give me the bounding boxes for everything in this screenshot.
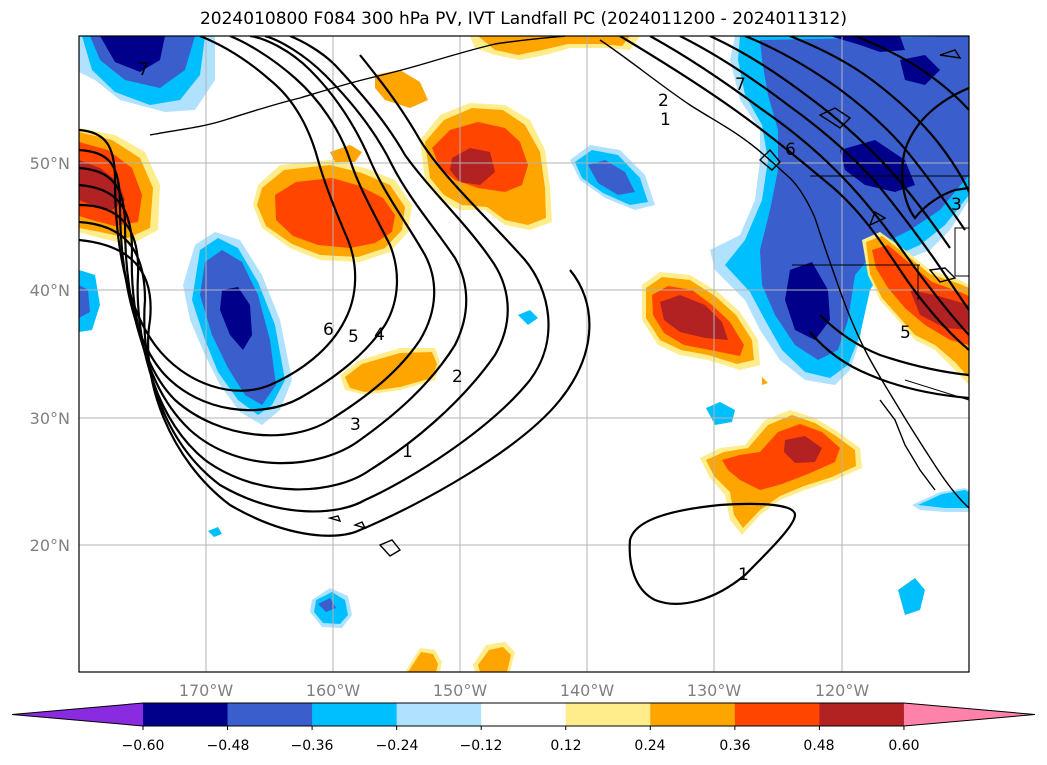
colorbar-tick-label: 0.60 (888, 738, 919, 754)
colorbar-segment (143, 703, 229, 726)
colorbar-tick-label: 0.48 (803, 738, 834, 754)
lon-label: 130°W (687, 681, 742, 700)
contour-label: 5 (900, 323, 911, 343)
coastlines (149, 36, 969, 557)
colorbar-segment (650, 703, 736, 726)
gridlines (79, 36, 969, 672)
colorbar-tick-label: 0.12 (550, 738, 581, 754)
colorbar-segment (565, 703, 651, 726)
contour-label: 4 (374, 325, 385, 345)
colorbar-segment (481, 703, 567, 726)
colorbar-tick-label: −0.60 (122, 738, 165, 754)
contour-label: 1 (738, 565, 749, 585)
colorbar-segment (312, 703, 398, 726)
colorbar-segment (819, 703, 905, 726)
contour-label: 6 (323, 320, 334, 340)
lat-label: 20°N (30, 536, 70, 555)
contour-label: 2 (658, 91, 669, 111)
colorbar-tick-label: −0.24 (376, 738, 419, 754)
contour-label: 3 (350, 415, 361, 435)
lon-labels: 170°W 160°W 150°W 140°W 130°W 120°W (179, 681, 870, 700)
colorbar-extend-low (12, 703, 143, 726)
colorbar-segment (396, 703, 482, 726)
map-title: 2024010800 F084 300 hPa PV, IVT Landfall… (199, 9, 847, 29)
shaded-anomalies (79, 36, 969, 672)
colorbar-tick-label: 0.36 (719, 738, 750, 754)
lon-label: 150°W (433, 681, 488, 700)
colorbar (11, 702, 1036, 730)
lat-label: 50°N (30, 154, 70, 173)
colorbar-segment (734, 703, 820, 726)
colorbar-extend-high (903, 703, 1035, 726)
contour-label: 6 (785, 140, 796, 160)
lat-labels: 50°N 40°N 30°N 20°N (30, 154, 70, 555)
contour-labels: 7 6 5 4 3 2 1 1 7 6 5 3 1 2 (138, 60, 962, 585)
lon-label: 160°W (306, 681, 361, 700)
colorbar-labels: −0.60 −0.48 −0.36 −0.24 −0.12 0.12 0.24 … (122, 738, 920, 754)
contour-label: 7 (735, 75, 746, 95)
lon-label: 120°W (815, 681, 870, 700)
colorbar-segment (227, 703, 313, 726)
map-frame (78, 35, 970, 673)
lon-label: 140°W (560, 681, 615, 700)
colorbar-tick-label: −0.36 (291, 738, 334, 754)
contour-label: 1 (402, 442, 413, 462)
lat-label: 30°N (30, 409, 70, 428)
colorbar-tick-label: −0.48 (207, 738, 250, 754)
contour-label: 5 (348, 327, 359, 347)
pv-contours (79, 36, 969, 605)
contour-label: 2 (452, 367, 463, 387)
contour-label: 7 (138, 60, 149, 80)
lat-label: 40°N (30, 281, 70, 300)
colorbar-tick-label: 0.24 (634, 738, 665, 754)
contour-label: 3 (951, 195, 962, 215)
contour-label: 1 (660, 110, 671, 130)
colorbar-tick-label: −0.12 (460, 738, 503, 754)
lon-label: 170°W (179, 681, 234, 700)
